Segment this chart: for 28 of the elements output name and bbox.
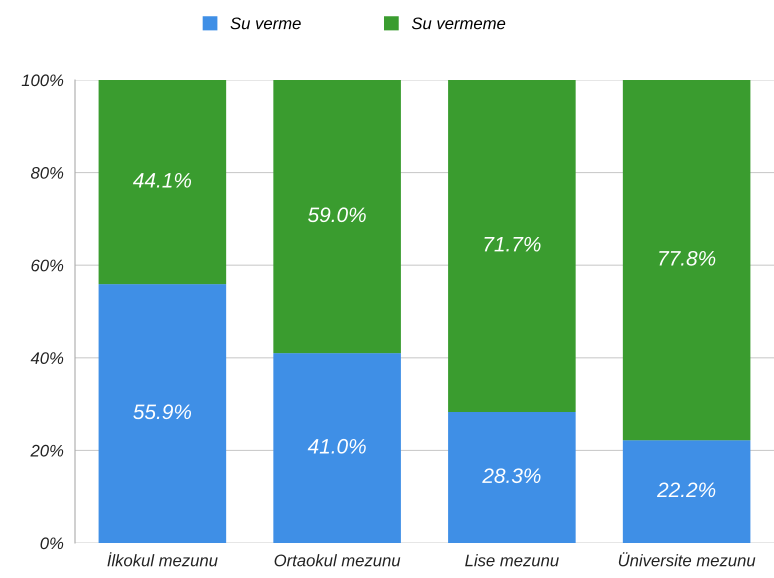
data-label: 41.0% (308, 438, 366, 454)
data-label: 71.7% (484, 236, 541, 252)
bar (622, 80, 750, 440)
bar (98, 284, 226, 543)
data-label: 77.8% (659, 250, 716, 266)
y-tick-label: 80% (30, 167, 64, 179)
data-label: 28.3% (482, 468, 541, 484)
data-label: 44.1% (132, 173, 192, 188)
y-tick-label: 20% (30, 444, 64, 457)
bar (448, 80, 576, 412)
y-tick-label: 100% (22, 74, 64, 86)
legend-label: Su verme (230, 17, 301, 30)
data-label: 59.0% (308, 207, 366, 222)
bar (273, 353, 401, 543)
legend-label: Su vermeme (412, 17, 506, 30)
x-tick-label: Lise mezunu (465, 554, 559, 566)
y-tick-label: 40% (30, 352, 64, 364)
bar (273, 80, 401, 354)
x-tick-label: İlkokul mezunu (107, 552, 218, 566)
bar (98, 80, 226, 284)
data-label: 22.2% (656, 482, 716, 498)
x-tick-label: Üniversite mezunu (618, 552, 756, 566)
x-tick-label: Ortaokul mezunu (274, 554, 400, 566)
y-tick-label: 60% (31, 260, 64, 272)
bar (622, 440, 750, 543)
y-tick-label: 0% (40, 537, 64, 550)
data-label: 55.9% (133, 404, 192, 420)
bar (448, 412, 576, 543)
